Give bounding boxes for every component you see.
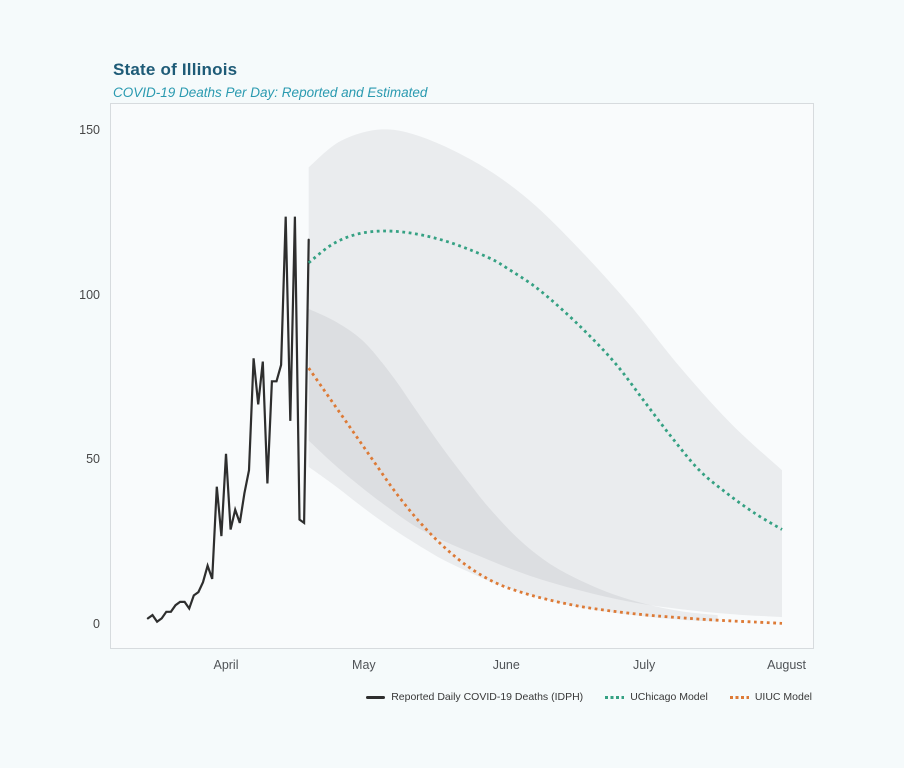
x-tick-label-april: April [213,658,239,672]
legend-label-uiuc: UIUC Model [754,691,812,703]
y-tick-label-50: 50 [86,452,100,467]
legend-label-uchicago: UChicago Model [630,691,708,703]
plot-svg [146,129,783,625]
legend: Reported Daily COVID-19 Deaths (IDPH) UC… [0,688,812,706]
uchicago-dotted-swatch [605,695,625,699]
series-uchicago-line [307,229,783,531]
y-tick-label-150: 150 [79,123,100,138]
legend-item-reported: Reported Daily COVID-19 Deaths (IDPH) [366,691,583,703]
reported-line-swatch [366,695,386,699]
band-uiuc [308,308,718,622]
x-tick-label-july: July [633,658,656,672]
legend-item-uchicago: UChicago Model [605,691,708,703]
chart-title: State of Illinois [113,60,238,79]
series-uiuc-line [307,367,783,625]
band-uchicago [308,129,782,618]
chart-subtitle: COVID-19 Deaths Per Day: Reported and Es… [113,85,428,100]
x-tick-label-june: June [492,658,520,672]
uiuc-dotted-swatch [729,695,749,699]
legend-label-reported: Reported Daily COVID-19 Deaths (IDPH) [391,691,584,703]
legend-item-uiuc: UIUC Model [729,691,812,703]
plot-area [110,103,814,649]
series-reported-line [146,216,310,624]
y-tick-label-0: 0 [93,617,100,631]
x-tick-label-may: May [352,658,376,672]
y-tick-label-100: 100 [79,287,100,302]
x-tick-label-august: August [767,658,807,672]
